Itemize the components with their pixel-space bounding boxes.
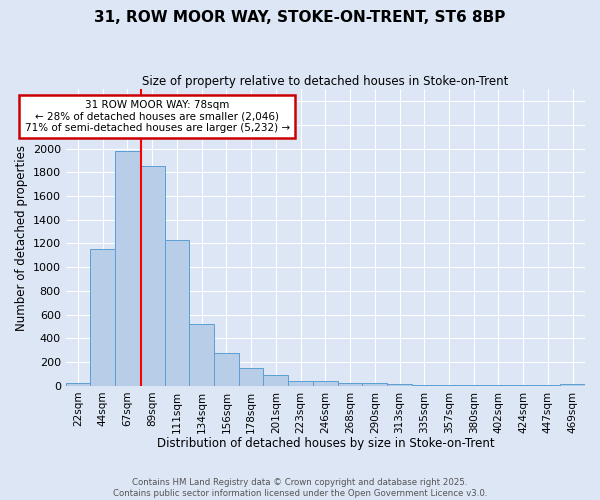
Bar <box>362 383 387 386</box>
Text: 31, ROW MOOR WAY, STOKE-ON-TRENT, ST6 8BP: 31, ROW MOOR WAY, STOKE-ON-TRENT, ST6 8B… <box>94 10 506 25</box>
Bar <box>65 383 91 386</box>
Text: 31 ROW MOOR WAY: 78sqm
← 28% of detached houses are smaller (2,046)
71% of semi-: 31 ROW MOOR WAY: 78sqm ← 28% of detached… <box>25 100 290 133</box>
Bar <box>91 250 115 386</box>
Bar <box>239 368 263 386</box>
Bar <box>387 384 412 386</box>
Bar <box>164 240 189 386</box>
Bar <box>338 384 362 386</box>
Bar <box>263 375 288 386</box>
X-axis label: Distribution of detached houses by size in Stoke-on-Trent: Distribution of detached houses by size … <box>157 437 494 450</box>
Bar <box>214 353 239 386</box>
Bar <box>288 381 313 386</box>
Bar <box>437 384 461 386</box>
Bar <box>115 152 140 386</box>
Bar <box>140 166 164 386</box>
Y-axis label: Number of detached properties: Number of detached properties <box>16 144 28 330</box>
Bar <box>189 324 214 386</box>
Bar <box>313 381 338 386</box>
Title: Size of property relative to detached houses in Stoke-on-Trent: Size of property relative to detached ho… <box>142 75 509 88</box>
Bar <box>560 384 585 386</box>
Text: Contains HM Land Registry data © Crown copyright and database right 2025.
Contai: Contains HM Land Registry data © Crown c… <box>113 478 487 498</box>
